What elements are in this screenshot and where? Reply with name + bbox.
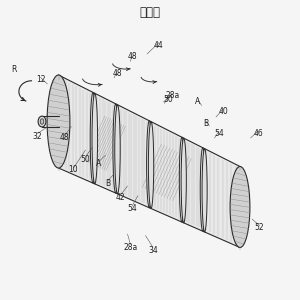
Text: 10: 10 [69, 165, 78, 174]
Text: 32: 32 [33, 132, 42, 141]
Ellipse shape [179, 137, 184, 222]
Text: 34: 34 [148, 246, 158, 255]
Text: 54: 54 [127, 204, 137, 213]
Ellipse shape [115, 105, 120, 194]
Text: 46: 46 [253, 129, 263, 138]
Text: 44: 44 [154, 40, 164, 50]
Ellipse shape [40, 119, 44, 124]
Ellipse shape [202, 149, 207, 232]
Text: R: R [12, 64, 17, 74]
Text: 28a: 28a [123, 243, 138, 252]
Ellipse shape [148, 122, 154, 208]
Ellipse shape [113, 104, 118, 193]
Text: 42: 42 [115, 194, 125, 202]
Ellipse shape [147, 121, 152, 208]
Ellipse shape [47, 75, 70, 168]
Text: 54: 54 [214, 129, 224, 138]
Text: 50: 50 [81, 154, 90, 164]
Text: 40: 40 [219, 106, 228, 116]
Text: 28a: 28a [165, 92, 180, 100]
Text: 50: 50 [163, 94, 173, 103]
Text: 48: 48 [60, 134, 69, 142]
Ellipse shape [181, 138, 186, 223]
Text: 48: 48 [112, 69, 122, 78]
Text: A: A [96, 159, 102, 168]
Ellipse shape [92, 93, 98, 184]
Text: B: B [105, 178, 111, 188]
Text: 48: 48 [127, 52, 137, 62]
Text: A: A [195, 98, 201, 106]
Ellipse shape [90, 92, 96, 183]
Text: 52: 52 [255, 224, 264, 232]
Text: 12: 12 [36, 75, 45, 84]
Text: 第７図: 第７図 [140, 5, 160, 19]
Ellipse shape [230, 167, 250, 248]
Ellipse shape [200, 148, 205, 231]
Text: B: B [203, 118, 208, 127]
Ellipse shape [38, 116, 46, 127]
Polygon shape [58, 75, 240, 248]
